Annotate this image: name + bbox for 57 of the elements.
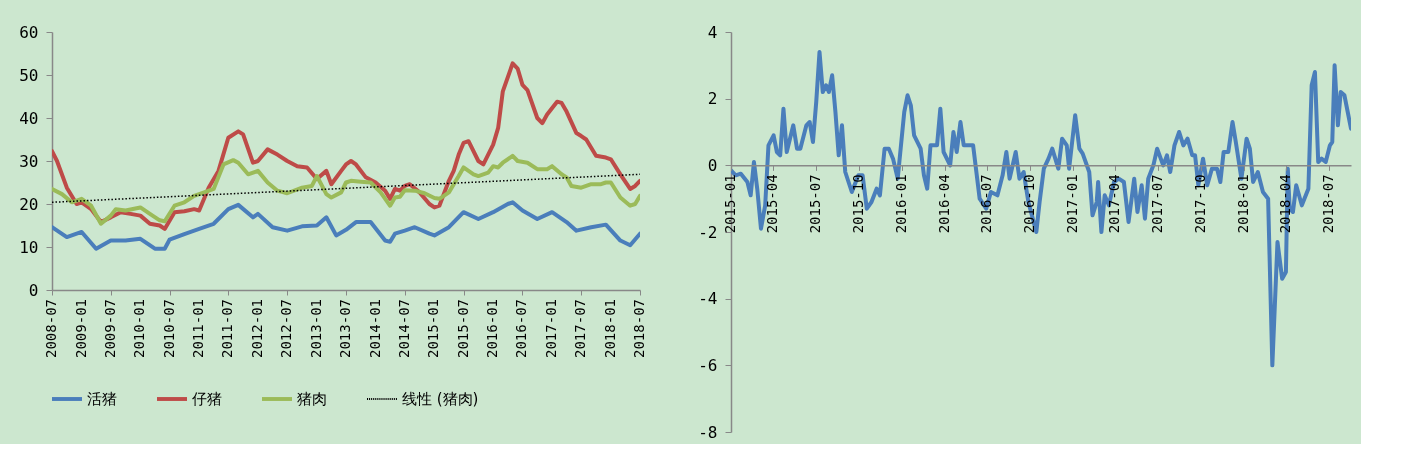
x-tick-label: 2015-10 <box>849 174 866 234</box>
x-tick-label: 2016-01 <box>484 299 501 359</box>
x-tick-label: 2014-07 <box>395 299 412 359</box>
x-tick-label: 2015-04 <box>764 174 781 234</box>
x-tick-label: 2016-01 <box>892 174 909 234</box>
y-tick-label: 10 <box>19 237 39 257</box>
x-tick-label: 2013-07 <box>337 299 353 359</box>
legend-label: 仔猪 <box>192 390 222 408</box>
x-tick-label: 2018-01 <box>1235 174 1252 234</box>
x-tick-label: 2017-01 <box>543 299 560 359</box>
x-tick-label: 2010-01 <box>131 299 148 359</box>
y-tick-label: -6 <box>698 355 718 375</box>
x-tick-label: 2010-07 <box>160 299 177 359</box>
x-tick-label: 2009-01 <box>72 299 89 359</box>
x-tick-label: 2012-01 <box>248 299 265 359</box>
x-tick-label: 2015-07 <box>454 299 471 359</box>
line-series <box>52 153 640 226</box>
x-tick-label: 2015-01 <box>722 174 738 234</box>
x-tick-label: 2008-07 <box>43 299 59 359</box>
x-tick-label: 2013-01 <box>307 299 324 359</box>
x-tick-label: 2011-01 <box>190 299 207 359</box>
x-tick-label: 2017-01 <box>1064 174 1081 234</box>
y-tick-label: -8 <box>698 422 718 442</box>
x-tick-label: 2016-07 <box>513 299 530 359</box>
legend-label: 活猪 <box>87 390 117 408</box>
y-tick-label: 2 <box>707 89 718 109</box>
y-tick-label: 30 <box>19 151 39 171</box>
y-tick-label: 0 <box>28 280 39 300</box>
line-series <box>52 61 640 231</box>
y-tick-label: 50 <box>19 65 39 85</box>
y-tick-label: 4 <box>707 22 718 42</box>
x-tick-label: 2012-07 <box>278 299 295 359</box>
x-tick-label: 2015-01 <box>425 299 442 359</box>
x-tick-label: 2016-04 <box>935 174 952 234</box>
x-tick-label: 2017-07 <box>1149 174 1166 234</box>
legend-label: 猪肉 <box>297 390 327 408</box>
x-tick-label: 2018-07 <box>631 299 647 359</box>
x-tick-label: 2015-07 <box>806 174 823 234</box>
y-tick-label: 60 <box>19 22 39 42</box>
line-series <box>52 200 640 251</box>
x-tick-label: 2018-04 <box>1277 174 1294 234</box>
x-tick-label: 2009-07 <box>101 299 118 359</box>
x-tick-label: 2017-10 <box>1192 174 1209 234</box>
x-tick-label: 2018-07 <box>1319 174 1336 234</box>
x-tick-label: 2016-10 <box>1021 174 1038 234</box>
y-tick-label: -2 <box>698 222 718 242</box>
x-tick-label: 2017-04 <box>1106 174 1123 234</box>
y-tick-label: 40 <box>19 108 39 128</box>
y-tick-label: 20 <box>19 194 39 214</box>
y-tick-label: 0 <box>707 155 718 175</box>
x-tick-label: 2017-07 <box>572 299 589 359</box>
y-tick-label: -4 <box>698 289 718 309</box>
x-tick-label: 2018-01 <box>601 299 618 359</box>
legend-label: 线性 (猪肉) <box>402 390 479 408</box>
x-tick-label: 2016-07 <box>978 174 995 234</box>
x-tick-label: 2014-01 <box>366 299 383 359</box>
x-tick-label: 2011-07 <box>219 299 236 359</box>
